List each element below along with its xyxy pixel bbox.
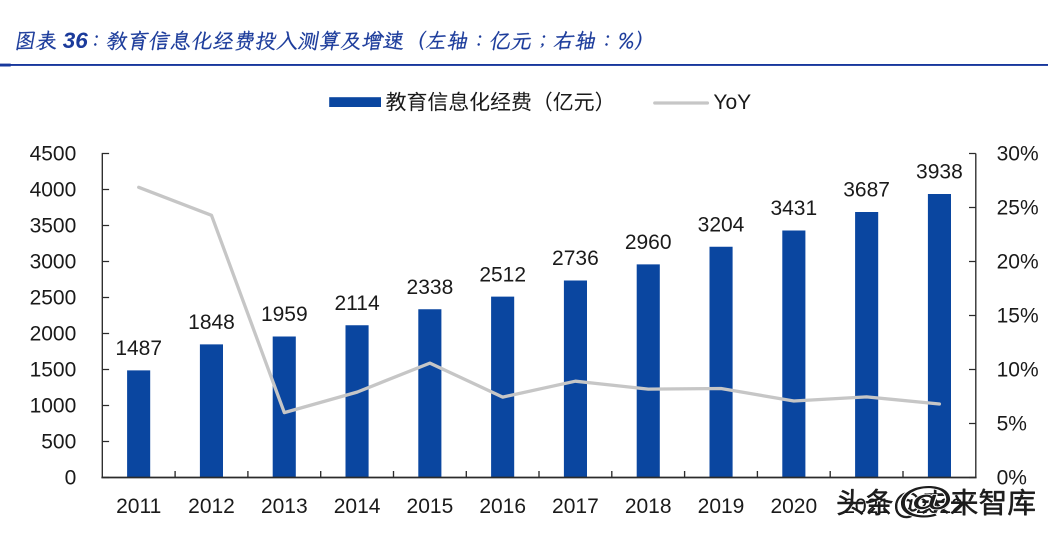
svg-text:2338: 2338 <box>407 276 454 299</box>
svg-text:2114: 2114 <box>335 292 380 315</box>
svg-text:2018: 2018 <box>625 495 672 518</box>
svg-text:3938: 3938 <box>916 161 963 184</box>
svg-text:2500: 2500 <box>30 287 77 310</box>
svg-text:1487: 1487 <box>115 337 162 360</box>
svg-text:3687: 3687 <box>843 179 890 202</box>
svg-text:2014: 2014 <box>334 495 381 518</box>
svg-text:YoY: YoY <box>713 91 751 114</box>
svg-text:5%: 5% <box>997 413 1027 436</box>
svg-text:3431: 3431 <box>770 197 817 220</box>
svg-text:2512: 2512 <box>479 263 526 286</box>
svg-text:2011: 2011 <box>116 495 161 518</box>
svg-text:4000: 4000 <box>30 179 77 202</box>
svg-text:1848: 1848 <box>188 311 235 334</box>
svg-text:3500: 3500 <box>30 215 77 238</box>
svg-text:0%: 0% <box>997 467 1027 490</box>
svg-text:30%: 30% <box>997 143 1039 166</box>
svg-text:3000: 3000 <box>30 251 77 274</box>
svg-text:36: 36 <box>63 28 89 53</box>
svg-text:1959: 1959 <box>261 303 308 326</box>
svg-text:2016: 2016 <box>479 495 526 518</box>
svg-text:1000: 1000 <box>30 395 77 418</box>
svg-text:2013: 2013 <box>261 495 308 518</box>
svg-text:2736: 2736 <box>552 247 599 270</box>
svg-text:20%: 20% <box>997 251 1039 274</box>
svg-text:2017: 2017 <box>552 495 599 518</box>
svg-text:4500: 4500 <box>30 143 77 166</box>
svg-text:2019: 2019 <box>698 495 745 518</box>
svg-text:2020: 2020 <box>770 495 817 518</box>
svg-text:2015: 2015 <box>407 495 454 518</box>
svg-text:3204: 3204 <box>698 213 745 236</box>
svg-text:10%: 10% <box>997 359 1039 382</box>
svg-text:1500: 1500 <box>30 359 77 382</box>
svg-text:0: 0 <box>65 467 77 490</box>
svg-text:2012: 2012 <box>188 495 235 518</box>
svg-text:2960: 2960 <box>625 231 672 254</box>
svg-text:25%: 25% <box>997 197 1039 220</box>
svg-text:2000: 2000 <box>30 323 77 346</box>
svg-text:15%: 15% <box>997 305 1039 328</box>
svg-text:500: 500 <box>41 431 76 454</box>
